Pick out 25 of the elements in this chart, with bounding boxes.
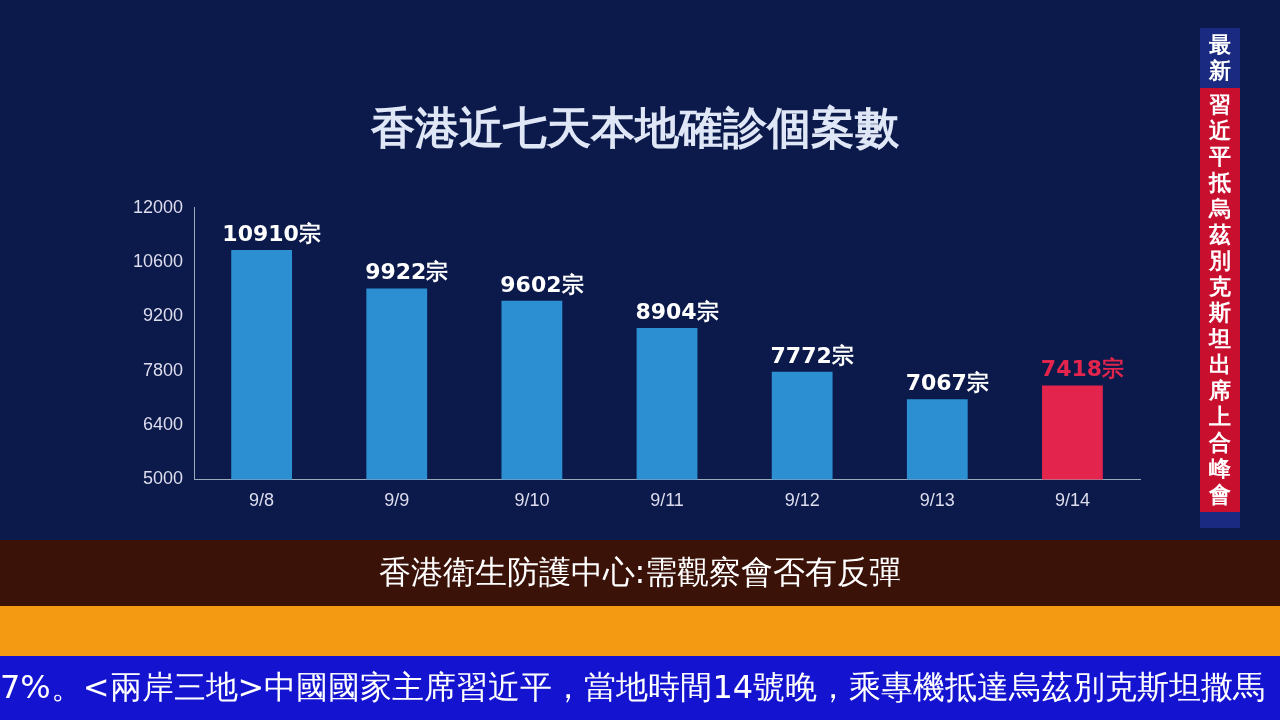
- text: 7%。<兩岸三地>中國國家主席習近平，當地時間14號晚，乘專機抵達烏茲別克斯坦撒馬: [0, 656, 1280, 720]
- x-tick-label: 9/10: [514, 490, 550, 511]
- y-tick-label: 12000: [132, 196, 184, 217]
- data-label: 10910宗: [222, 220, 321, 246]
- y-tick-label: 9200: [143, 305, 184, 326]
- data-label: 9922宗: [365, 259, 449, 285]
- text: 香港衛生防護中心:需觀察會否有反彈: [0, 540, 1280, 606]
- data-label: 7067宗: [905, 369, 989, 395]
- chart-title: 香港近七天本地確診個案數: [370, 101, 900, 153]
- y-tick-label: 10600: [132, 251, 184, 272]
- x-tick-label: 9/13: [919, 490, 955, 511]
- y-tick-label: 6400: [143, 414, 184, 435]
- y-tick-label: 7800: [143, 359, 184, 380]
- text: 最新: [1208, 31, 1232, 85]
- x-tick-label: 9/12: [784, 490, 820, 511]
- x-tick-label: 9/11: [650, 490, 684, 511]
- text: 習近平抵烏茲別克斯坦出席上合峰會: [1209, 92, 1231, 507]
- data-label: 9602宗: [500, 271, 584, 297]
- data-label: 7772宗: [770, 342, 854, 368]
- y-tick-label: 5000: [143, 468, 184, 489]
- data-label: 7418宗: [1040, 356, 1125, 382]
- x-tick-label: 9/8: [249, 490, 275, 511]
- x-tick-label: 9/14: [1054, 490, 1090, 511]
- x-tick-label: 9/9: [384, 490, 410, 511]
- data-label: 8904宗: [635, 298, 719, 324]
